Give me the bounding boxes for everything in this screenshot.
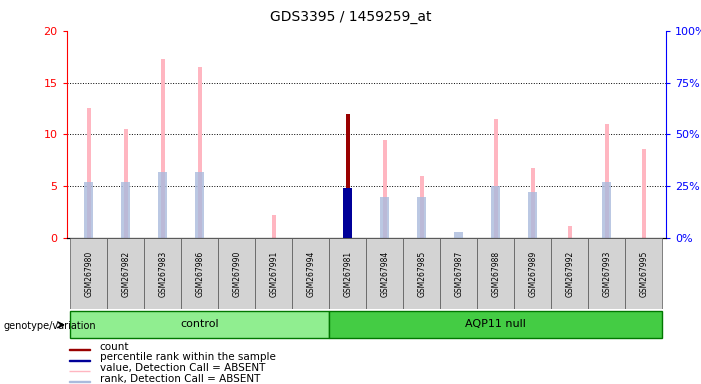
Bar bbox=[528, 192, 538, 238]
Bar bbox=[107, 238, 144, 309]
Bar bbox=[403, 238, 440, 309]
Bar bbox=[602, 182, 611, 238]
Text: AQP11 null: AQP11 null bbox=[465, 319, 526, 329]
Text: rank, Detection Call = ABSENT: rank, Detection Call = ABSENT bbox=[100, 374, 260, 384]
Text: genotype/variation: genotype/variation bbox=[4, 321, 96, 331]
Text: GSM267980: GSM267980 bbox=[84, 250, 93, 297]
Text: GSM267984: GSM267984 bbox=[380, 250, 389, 297]
Text: GSM267994: GSM267994 bbox=[306, 250, 315, 297]
Bar bbox=[70, 238, 107, 309]
Bar bbox=[144, 238, 182, 309]
Bar bbox=[568, 226, 572, 238]
Text: GSM267989: GSM267989 bbox=[529, 250, 537, 297]
Text: GSM267993: GSM267993 bbox=[602, 250, 611, 297]
Bar bbox=[271, 215, 276, 238]
Bar bbox=[198, 67, 202, 238]
Bar bbox=[69, 360, 90, 361]
Bar bbox=[343, 188, 353, 238]
Text: GSM267990: GSM267990 bbox=[232, 250, 241, 297]
Text: control: control bbox=[180, 319, 219, 329]
Text: count: count bbox=[100, 342, 129, 352]
Bar bbox=[84, 182, 93, 238]
Bar bbox=[255, 238, 292, 309]
Bar bbox=[182, 238, 218, 309]
Bar bbox=[70, 311, 329, 338]
Text: GSM267987: GSM267987 bbox=[454, 250, 463, 297]
Bar bbox=[123, 129, 128, 238]
Bar bbox=[158, 172, 168, 238]
Bar bbox=[329, 238, 366, 309]
Bar bbox=[454, 232, 463, 238]
Bar bbox=[195, 172, 205, 238]
Bar bbox=[531, 167, 535, 238]
Bar bbox=[161, 59, 165, 238]
Bar bbox=[346, 114, 350, 238]
Text: value, Detection Call = ABSENT: value, Detection Call = ABSENT bbox=[100, 363, 265, 373]
Bar bbox=[292, 238, 329, 309]
Bar bbox=[218, 238, 255, 309]
Bar bbox=[641, 149, 646, 238]
Text: GSM267982: GSM267982 bbox=[121, 250, 130, 297]
Bar bbox=[383, 139, 387, 238]
Bar bbox=[419, 176, 424, 238]
Bar bbox=[491, 186, 501, 238]
Text: GSM267985: GSM267985 bbox=[417, 250, 426, 297]
Text: GSM267992: GSM267992 bbox=[565, 250, 574, 297]
Text: percentile rank within the sample: percentile rank within the sample bbox=[100, 353, 275, 362]
Bar bbox=[477, 238, 515, 309]
Bar bbox=[515, 238, 551, 309]
Bar bbox=[604, 124, 609, 238]
Bar bbox=[494, 119, 498, 238]
Bar bbox=[551, 238, 588, 309]
Bar bbox=[69, 381, 90, 382]
Text: GSM267991: GSM267991 bbox=[269, 250, 278, 297]
Bar bbox=[329, 311, 662, 338]
Text: GSM267988: GSM267988 bbox=[491, 250, 501, 297]
Bar bbox=[366, 238, 403, 309]
Text: GDS3395 / 1459259_at: GDS3395 / 1459259_at bbox=[270, 10, 431, 23]
Bar bbox=[87, 108, 91, 238]
Text: GSM267995: GSM267995 bbox=[639, 250, 648, 297]
Bar bbox=[380, 197, 389, 238]
Bar bbox=[625, 238, 662, 309]
Bar bbox=[417, 197, 426, 238]
Bar bbox=[588, 238, 625, 309]
Text: GSM267981: GSM267981 bbox=[343, 250, 353, 297]
Text: GSM267986: GSM267986 bbox=[196, 250, 204, 297]
Bar bbox=[440, 238, 477, 309]
Text: GSM267983: GSM267983 bbox=[158, 250, 168, 297]
Bar bbox=[121, 182, 130, 238]
Bar bbox=[69, 349, 90, 350]
